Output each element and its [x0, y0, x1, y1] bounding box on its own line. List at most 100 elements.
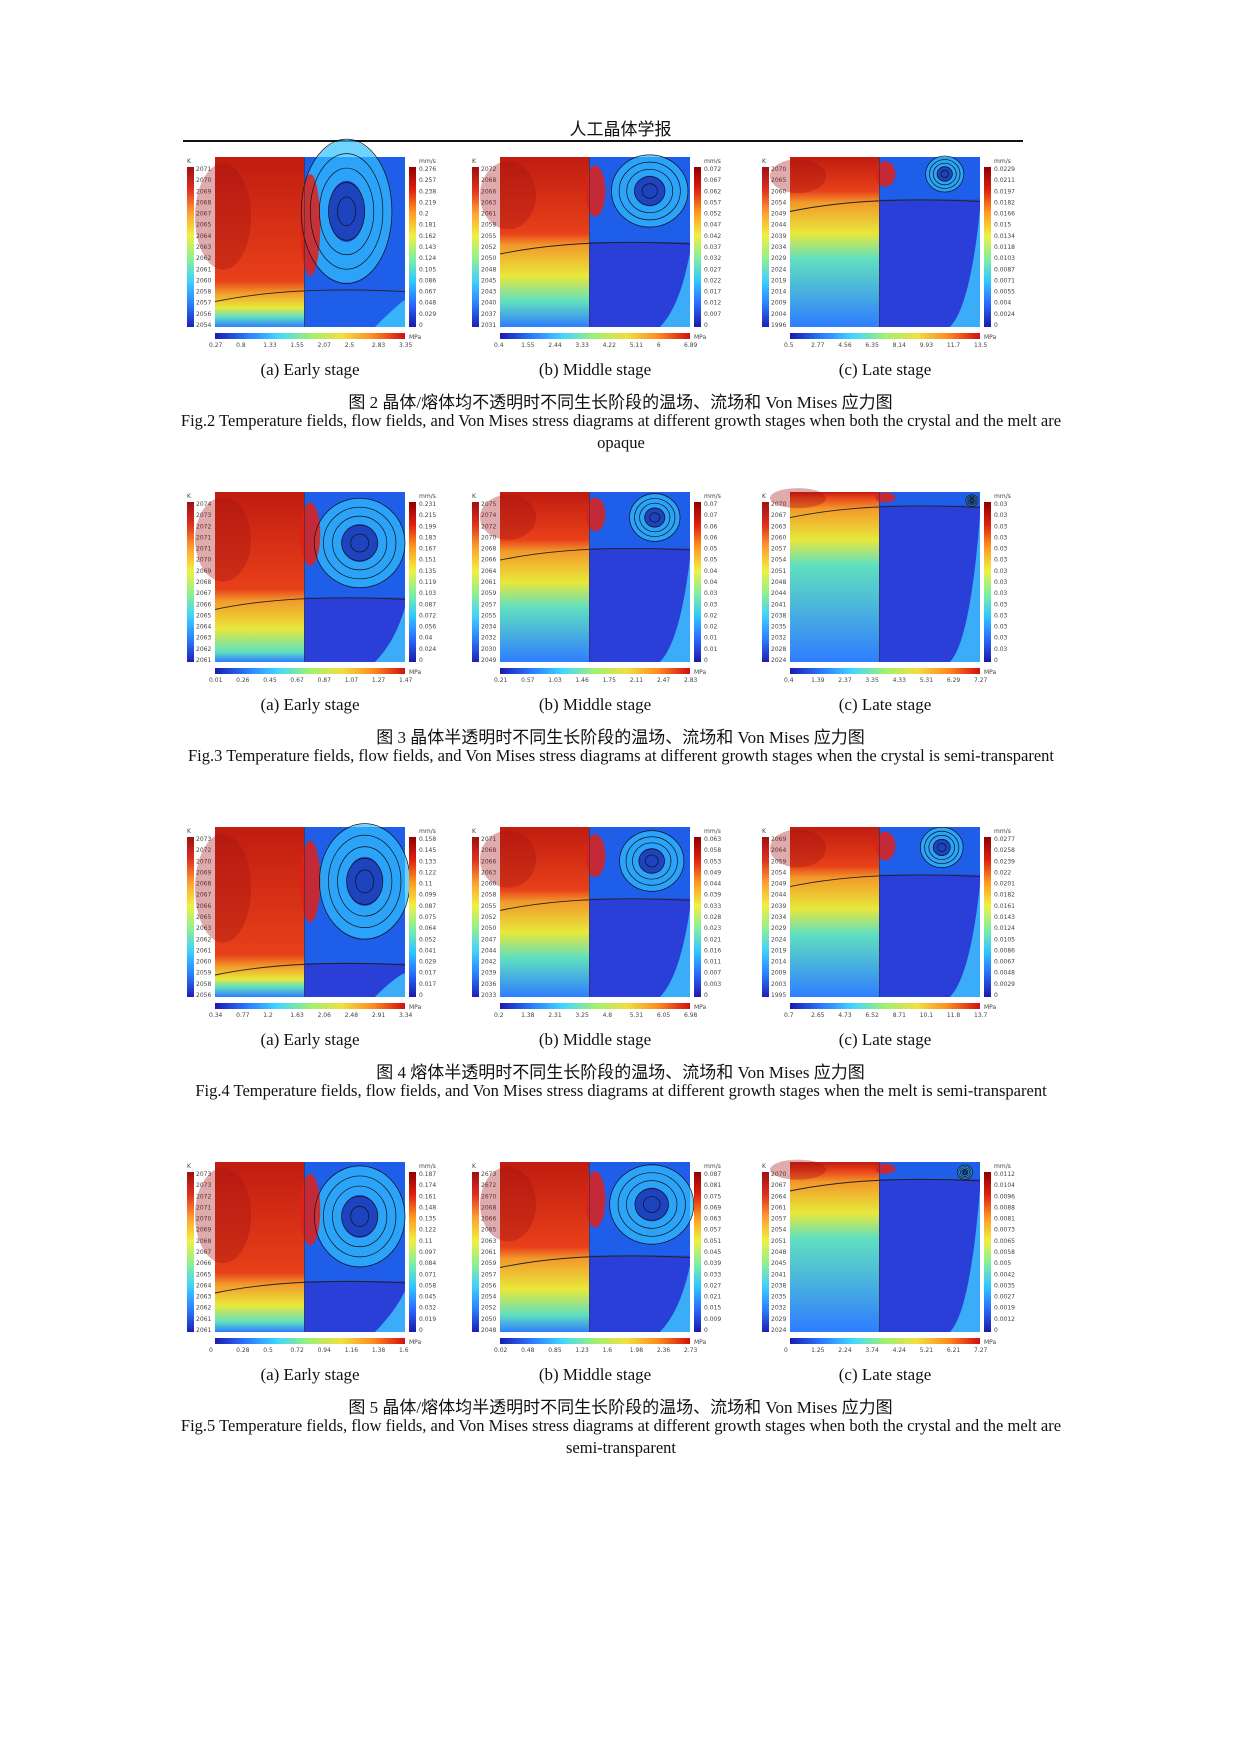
svg-text:K: K [762, 1163, 767, 1170]
velocity-tick-label: 0.0124 [994, 925, 1015, 932]
velocity-tick-label: 0.069 [704, 1204, 721, 1211]
velocity-tick-label: 0.072 [419, 612, 436, 619]
velocity-tick-label: 0.052 [419, 936, 436, 943]
temp-tick-label: 2029 [771, 255, 786, 262]
stress-tick-label: 4.24 [893, 1347, 907, 1354]
stress-tick-label: 0.87 [318, 677, 332, 684]
svg-text:mm/s: mm/s [419, 828, 436, 835]
temp-tick-label: 2063 [481, 1238, 496, 1245]
velocity-tick-label: 0.0143 [994, 914, 1015, 921]
temp-tick-label: 2024 [771, 266, 786, 273]
velocity-tick-label: 0.041 [419, 947, 436, 954]
velocity-tick-label: 0.0201 [994, 881, 1015, 888]
velocity-tick-label: 0.058 [704, 847, 721, 854]
temp-tick-label: 2024 [771, 657, 786, 664]
stress-tick-label: 4.56 [838, 342, 852, 349]
velocity-tick-label: 0.119 [419, 579, 436, 586]
velocity-tick-label: 0 [419, 1327, 423, 1334]
velocity-tick-label: 0.03 [994, 512, 1008, 519]
velocity-tick-label: 0.087 [704, 1171, 721, 1178]
velocity-tick-label: 0.064 [419, 925, 436, 932]
fig5-panel-c: K 2070 2067 2064 2061 2057 2054 2051 2048 2045 204… [760, 1159, 1030, 1390]
temp-tick-label: 2045 [771, 1260, 786, 1267]
stress-tick-label: 1.6 [399, 1347, 409, 1354]
velocity-tick-label: 0.051 [704, 1238, 721, 1245]
temp-tick-label: 2052 [481, 914, 496, 921]
velocity-tick-label: 0.011 [704, 959, 721, 966]
velocity-tick-label: 0.033 [704, 903, 721, 910]
stress-tick-label: 0.85 [548, 1347, 562, 1354]
temp-tick-label: 2067 [771, 512, 786, 519]
stress-tick-label: 0.48 [521, 1347, 535, 1354]
svg-text:MPa: MPa [694, 334, 707, 341]
svg-text:K: K [187, 158, 192, 165]
temp-tick-label: 2070 [771, 1171, 786, 1178]
simulation-contour-plot: K 2070 2067 2063 2060 2057 2054 2051 2048 2044 204… [762, 488, 1011, 684]
velocity-tick-label: 0.032 [419, 1305, 436, 1312]
velocity-tick-label: 0.015 [704, 1305, 721, 1312]
velocity-tick-label: 0.0067 [994, 959, 1015, 966]
temp-tick-label: 2066 [196, 1260, 211, 1267]
temp-tick-label: 2054 [481, 1294, 496, 1301]
velocity-tick-label: 0.039 [704, 892, 721, 899]
svg-text:MPa: MPa [984, 334, 997, 341]
temp-tick-label: 2037 [481, 311, 496, 318]
temp-tick-label: 2061 [196, 1327, 211, 1334]
temp-tick-label: 2068 [196, 1238, 211, 1245]
velocity-tick-label: 0.067 [704, 177, 721, 184]
temp-tick-label: 2047 [481, 936, 496, 943]
temp-tick-label: 2071 [196, 546, 211, 553]
stress-tick-label: 0.94 [318, 1347, 332, 1354]
temp-tick-label: 2039 [481, 970, 496, 977]
svg-text:K: K [472, 828, 477, 835]
velocity-tick-label: 0.0197 [994, 188, 1015, 195]
temp-tick-label: 2054 [771, 869, 786, 876]
temp-tick-label: 2072 [196, 847, 211, 854]
velocity-tick-label: 0.03 [994, 590, 1008, 597]
temp-tick-label: 2070 [196, 177, 211, 184]
velocity-tick-label: 0.199 [419, 523, 436, 530]
temp-tick-label: 2019 [771, 947, 786, 954]
temp-tick-label: 2043 [481, 289, 496, 296]
temp-tick-label: 2035 [771, 624, 786, 631]
temp-tick-label: 2049 [481, 657, 496, 664]
temp-tick-label: 2073 [196, 1182, 211, 1189]
temp-tick-label: 2062 [196, 646, 211, 653]
temp-tick-label: 2040 [481, 300, 496, 307]
stress-tick-label: 1.2 [263, 1012, 273, 1019]
stress-tick-label: 3.74 [865, 1347, 879, 1354]
temp-tick-label: 1995 [771, 992, 786, 999]
temp-tick-label: 2067 [196, 1249, 211, 1256]
svg-text:MPa: MPa [409, 1004, 422, 1011]
simulation-contour-plot: K 2673 2672 2670 2068 2066 2065 2063 2061 2059 205… [472, 1162, 721, 1354]
velocity-tick-label: 0.004 [994, 300, 1011, 307]
svg-text:K: K [472, 1163, 477, 1170]
temp-tick-label: 2038 [771, 1282, 786, 1289]
velocity-tick-label: 0.039 [704, 1260, 721, 1267]
temp-tick-label: 2048 [481, 266, 496, 273]
svg-text:K: K [472, 158, 477, 165]
temp-tick-label: 2050 [481, 255, 496, 262]
stress-tick-label: 4.22 [603, 342, 617, 349]
velocity-tick-label: 0.007 [704, 311, 721, 318]
temp-tick-label: 2045 [481, 277, 496, 284]
velocity-tick-label: 0.124 [419, 255, 436, 262]
velocity-tick-label: 0.0229 [994, 166, 1015, 173]
velocity-tick-label: 0 [704, 1327, 708, 1334]
velocity-tick-label: 0.015 [994, 222, 1011, 229]
velocity-tick-label: 0.057 [704, 199, 721, 206]
temp-tick-label: 2051 [771, 1238, 786, 1245]
velocity-tick-label: 0.033 [704, 1271, 721, 1278]
velocity-tick-label: 0.0019 [994, 1305, 1015, 1312]
svg-text:MPa: MPa [984, 1339, 997, 1346]
velocity-tick-label: 0.04 [419, 635, 433, 642]
stress-tick-label: 2.37 [838, 677, 852, 684]
simulation-contour-plot: K 2070 2065 2060 2054 2049 2044 2039 2034 2029 202… [762, 155, 1015, 349]
temp-tick-label: 2061 [196, 266, 211, 273]
temp-tick-label: 2073 [196, 512, 211, 519]
stress-tick-label: 1.23 [575, 1347, 589, 1354]
velocity-tick-label: 0.03 [704, 590, 718, 597]
stress-tick-label: 6.89 [684, 342, 698, 349]
temp-tick-label: 2054 [771, 557, 786, 564]
velocity-tick-label: 0.0118 [994, 244, 1015, 251]
